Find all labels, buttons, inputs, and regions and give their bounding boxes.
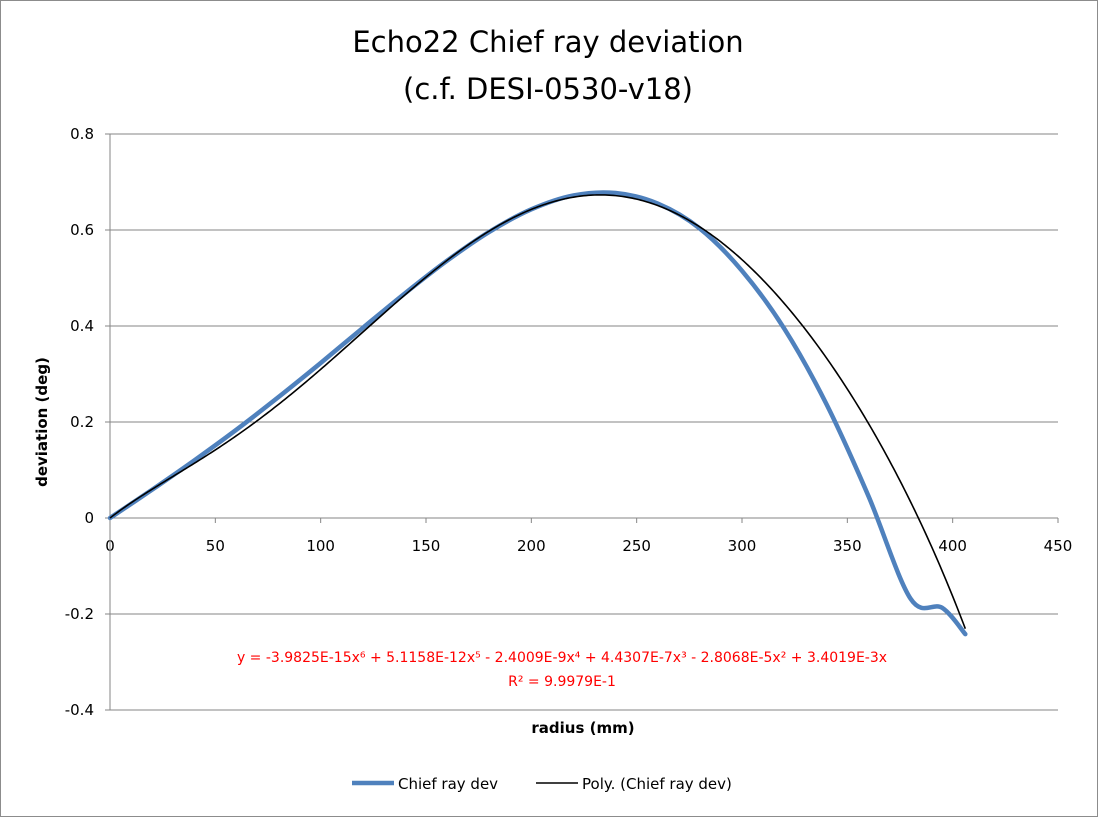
legend-label-poly: Poly. (Chief ray dev) <box>582 775 732 793</box>
legend: Chief ray dev Poly. (Chief ray dev) <box>352 775 732 793</box>
x-tick-label: 350 <box>833 537 862 555</box>
y-tick-labels: -0.4 -0.2 0 0.2 0.4 0.6 0.8 <box>65 125 94 719</box>
y-tick-label: 0.8 <box>70 125 94 143</box>
x-tick-label: 50 <box>206 537 225 555</box>
chart-title-line-1: Echo22 Chief ray deviation <box>352 25 743 59</box>
trendline-equation: y = -3.9825E-15x⁶ + 5.1158E-12x⁵ - 2.400… <box>237 650 887 666</box>
y-tick-label: 0.2 <box>70 413 94 431</box>
x-tick-label: 450 <box>1044 537 1073 555</box>
legend-label-chief-ray-dev: Chief ray dev <box>398 775 498 793</box>
x-tick-label: 300 <box>728 537 757 555</box>
y-axis-title: deviation (deg) <box>33 357 51 487</box>
x-tick-label: 400 <box>938 537 967 555</box>
series-chief-ray-dev <box>107 190 968 637</box>
x-axis-title: radius (mm) <box>531 719 634 737</box>
x-tick-labels: 0 50 100 150 200 250 300 350 400 450 <box>105 537 1072 555</box>
y-tick-label: -0.4 <box>65 701 94 719</box>
trendline-r-squared: R² = 9.9979E-1 <box>508 674 616 690</box>
series-poly-trendline <box>109 194 967 629</box>
x-tick-label: 150 <box>412 537 441 555</box>
y-tick-label: 0 <box>84 509 94 527</box>
y-tick-label: 0.4 <box>70 317 94 335</box>
x-tick-label: 100 <box>306 537 335 555</box>
x-tick-label: 200 <box>517 537 546 555</box>
x-tick-label: 250 <box>622 537 651 555</box>
y-tick-label: -0.2 <box>65 605 94 623</box>
chart-title-line-2: (c.f. DESI-0530-v18) <box>403 72 693 106</box>
y-tick-label: 0.6 <box>70 221 94 239</box>
